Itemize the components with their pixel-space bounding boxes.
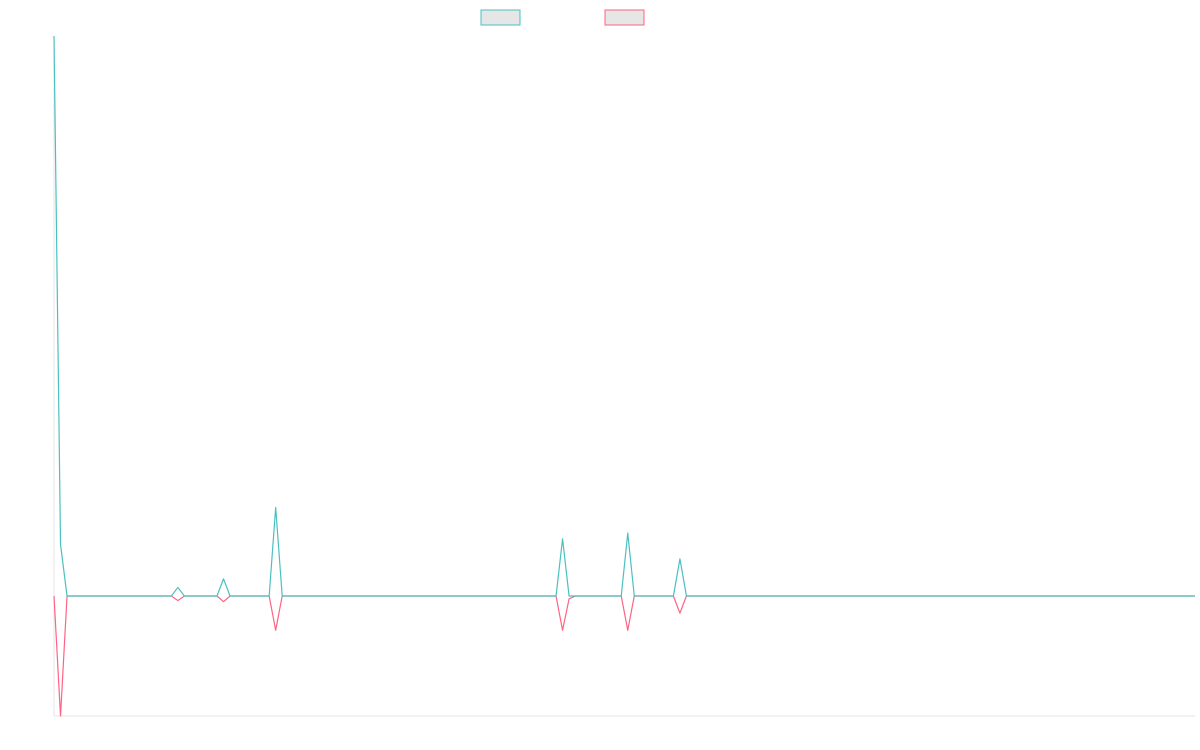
legend-swatch-2[interactable] — [604, 9, 645, 26]
legend-swatch-1[interactable] — [480, 9, 521, 26]
series-layer — [53, 35, 1195, 717]
legend — [480, 9, 645, 26]
series-line-1 — [53, 35, 1195, 597]
series-line-2 — [53, 595, 1195, 717]
